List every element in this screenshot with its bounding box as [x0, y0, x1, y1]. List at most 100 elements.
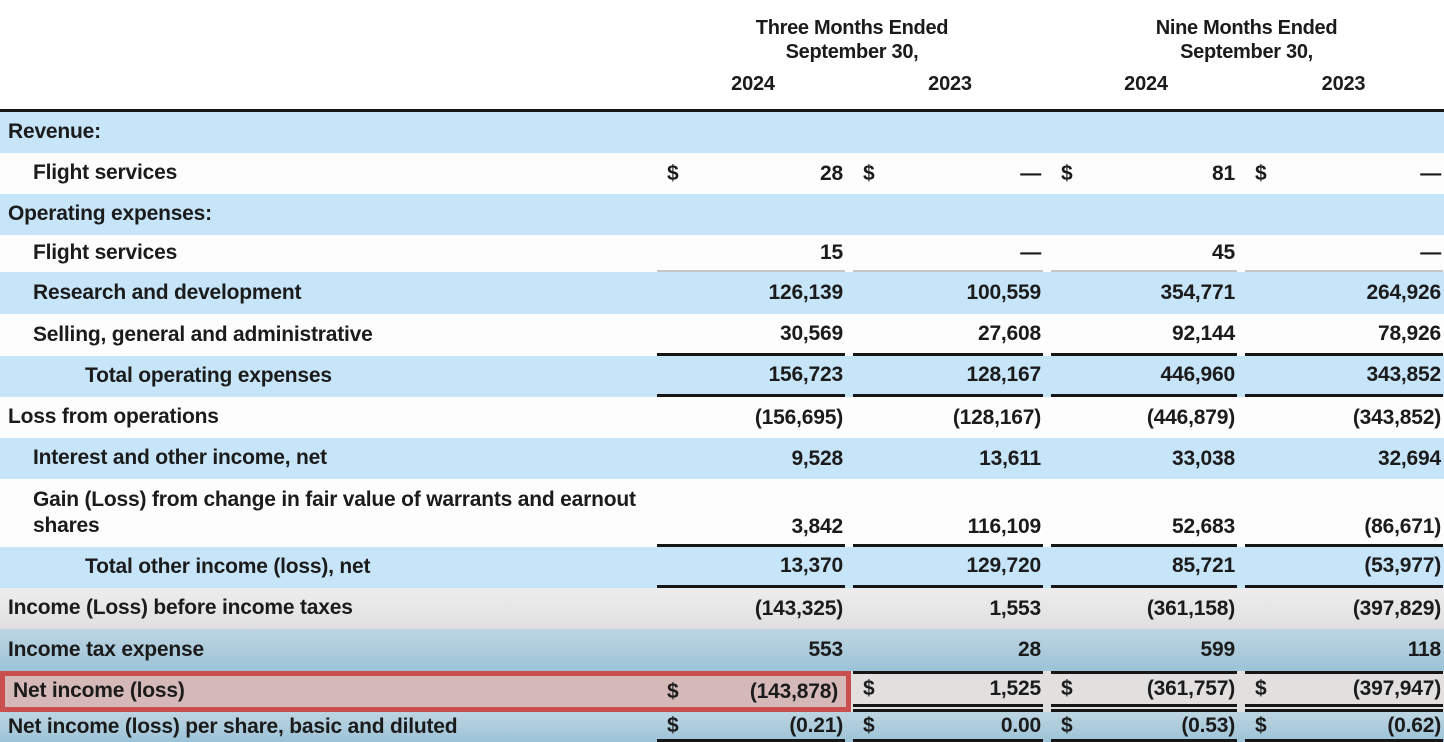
- row-label: Gain (Loss) from change in fair value of…: [33, 487, 636, 537]
- value-column-3: 32,694: [1243, 438, 1444, 479]
- value-cell: 0.00: [1000, 713, 1041, 737]
- value-cell: 33,038: [1171, 446, 1235, 470]
- value-cell: 1,525: [989, 677, 1041, 700]
- row-label: Revenue:: [8, 120, 101, 144]
- value-column-0: 9,528: [655, 438, 851, 479]
- currency-symbol: $: [1255, 677, 1267, 700]
- value-column-2: 52,683: [1049, 479, 1243, 547]
- year-column-header: 2023: [1321, 73, 1366, 95]
- table-row: Income tax expense 553 28 599 118: [0, 629, 1444, 671]
- value-column-3: [1243, 194, 1444, 235]
- currency-symbol: $: [863, 677, 875, 700]
- value-column-1: $ —: [851, 153, 1049, 194]
- value-cell: —: [1020, 161, 1041, 185]
- value-column-3: (397,829): [1243, 588, 1444, 629]
- table-row: Interest and other income, net 9,528 13,61…: [0, 438, 1444, 479]
- period-title-line1: Nine Months Ended: [1155, 17, 1338, 39]
- value-column-2: $ (361,757): [1049, 671, 1243, 712]
- currency-symbol: $: [667, 161, 679, 185]
- table-row: Operating expenses:: [0, 194, 1444, 235]
- value-column-1: 28: [851, 629, 1049, 671]
- value-column-2: 446,960: [1049, 356, 1243, 397]
- value-column-2: 45: [1049, 235, 1243, 272]
- value-column-0: [655, 112, 851, 153]
- value-cell: 9,528: [791, 446, 843, 470]
- value-column-1: —: [851, 235, 1049, 272]
- column-group-header-nine-months: Nine Months Ended September 30,: [1049, 16, 1444, 64]
- value-column-2: 85,721: [1049, 547, 1243, 588]
- value-column-0: $28: [655, 153, 851, 194]
- value-cell: 446,960: [1160, 363, 1235, 386]
- value-column-0: (156,695): [655, 397, 851, 438]
- value-cell: 126,139: [768, 281, 843, 304]
- table-row: Selling, general and administrative 30,56…: [0, 314, 1444, 356]
- value-column-1: 116,109: [851, 479, 1049, 547]
- value-cell: (86,671): [1364, 515, 1441, 538]
- currency-symbol: $: [1061, 161, 1073, 185]
- value-cell: 13,611: [979, 446, 1041, 470]
- value-column-1: 100,559: [851, 272, 1049, 314]
- value-cell: —: [1420, 240, 1441, 264]
- row-label: Income (Loss) before income taxes: [8, 596, 353, 620]
- value-cell: 13,370: [779, 554, 843, 577]
- value-column-0: [655, 194, 851, 235]
- table-row: Total other income (loss), net 13,370 129,…: [0, 547, 1444, 588]
- year-column-header: 2024: [1124, 73, 1168, 95]
- value-cell: —: [1420, 161, 1441, 185]
- value-cell: 30,569: [779, 321, 843, 345]
- value-column-0: (143,325): [655, 588, 851, 629]
- value-column-0: 3,842: [655, 479, 851, 547]
- value-cell: 1,553: [989, 596, 1041, 620]
- row-label: Total other income (loss), net: [85, 555, 371, 579]
- value-column-0: 156,723: [655, 356, 851, 397]
- currency-symbol: $: [1255, 713, 1267, 737]
- value-cell: 116,109: [967, 515, 1042, 538]
- value-cell: (0.53): [1181, 713, 1235, 737]
- value-cell: 15: [820, 240, 843, 264]
- row-label: Flight services: [33, 241, 178, 265]
- value-cell: (128,167): [952, 405, 1041, 429]
- value-column-1: $1,525: [851, 671, 1049, 712]
- highlighted-row: Net income (loss) $ (143,878) $1,525 $ (361,7…: [0, 671, 1444, 712]
- value-cell: (397,947): [1352, 677, 1441, 700]
- value-column-1: 128,167: [851, 356, 1049, 397]
- row-label: Operating expenses:: [8, 202, 212, 226]
- table-row: Flight services 15 — 45 —: [0, 235, 1444, 272]
- value-cell: —: [1020, 240, 1041, 264]
- value-column-1: 1,553: [851, 588, 1049, 629]
- currency-symbol: $: [1061, 713, 1073, 737]
- value-column-1: 129,720: [851, 547, 1049, 588]
- value-column-2: 354,771: [1049, 272, 1243, 314]
- value-column-2: $ (0.53): [1049, 712, 1243, 742]
- value-cell: 129,720: [966, 554, 1041, 577]
- value-column-3: (53,977): [1243, 547, 1444, 588]
- value-column-1: $0.00: [851, 712, 1049, 742]
- value-cell: 28: [1018, 638, 1041, 661]
- value-column-1: (128,167): [851, 397, 1049, 438]
- value-column-0: 553: [655, 629, 851, 671]
- value-cell: 27,608: [977, 321, 1041, 345]
- value-cell: (397,829): [1352, 596, 1441, 620]
- value-column-3: 118: [1243, 629, 1444, 671]
- table-row: Loss from operations (156,695) (128,167) (4…: [0, 397, 1444, 438]
- value-cell: 45: [1212, 240, 1235, 264]
- value-cell: (361,757): [1146, 677, 1235, 700]
- table-row: Total operating expenses 156,723 128,167 44…: [0, 356, 1444, 397]
- currency-symbol: $: [1255, 161, 1267, 185]
- value-column-1: 13,611: [851, 438, 1049, 479]
- row-label: Selling, general and administrative: [33, 322, 373, 346]
- value-cell: 354,771: [1160, 281, 1235, 304]
- value-cell: 78,926: [1377, 321, 1441, 345]
- value-column-2: 92,144: [1049, 314, 1243, 356]
- value-column-0: 30,569: [655, 314, 851, 356]
- year-column-header: 2024: [731, 73, 775, 95]
- value-cell: 100,559: [966, 281, 1041, 304]
- value-column-3: 78,926: [1243, 314, 1444, 356]
- period-title-line2: September 30,: [1180, 41, 1313, 63]
- value-cell: (156,695): [754, 405, 843, 429]
- row-label: Income tax expense: [8, 637, 204, 661]
- table-row: Revenue:: [0, 112, 1444, 153]
- table-row: Income (Loss) before income taxes (143,32…: [0, 588, 1444, 629]
- column-group-header-three-months: Three Months Ended September 30,: [655, 16, 1049, 64]
